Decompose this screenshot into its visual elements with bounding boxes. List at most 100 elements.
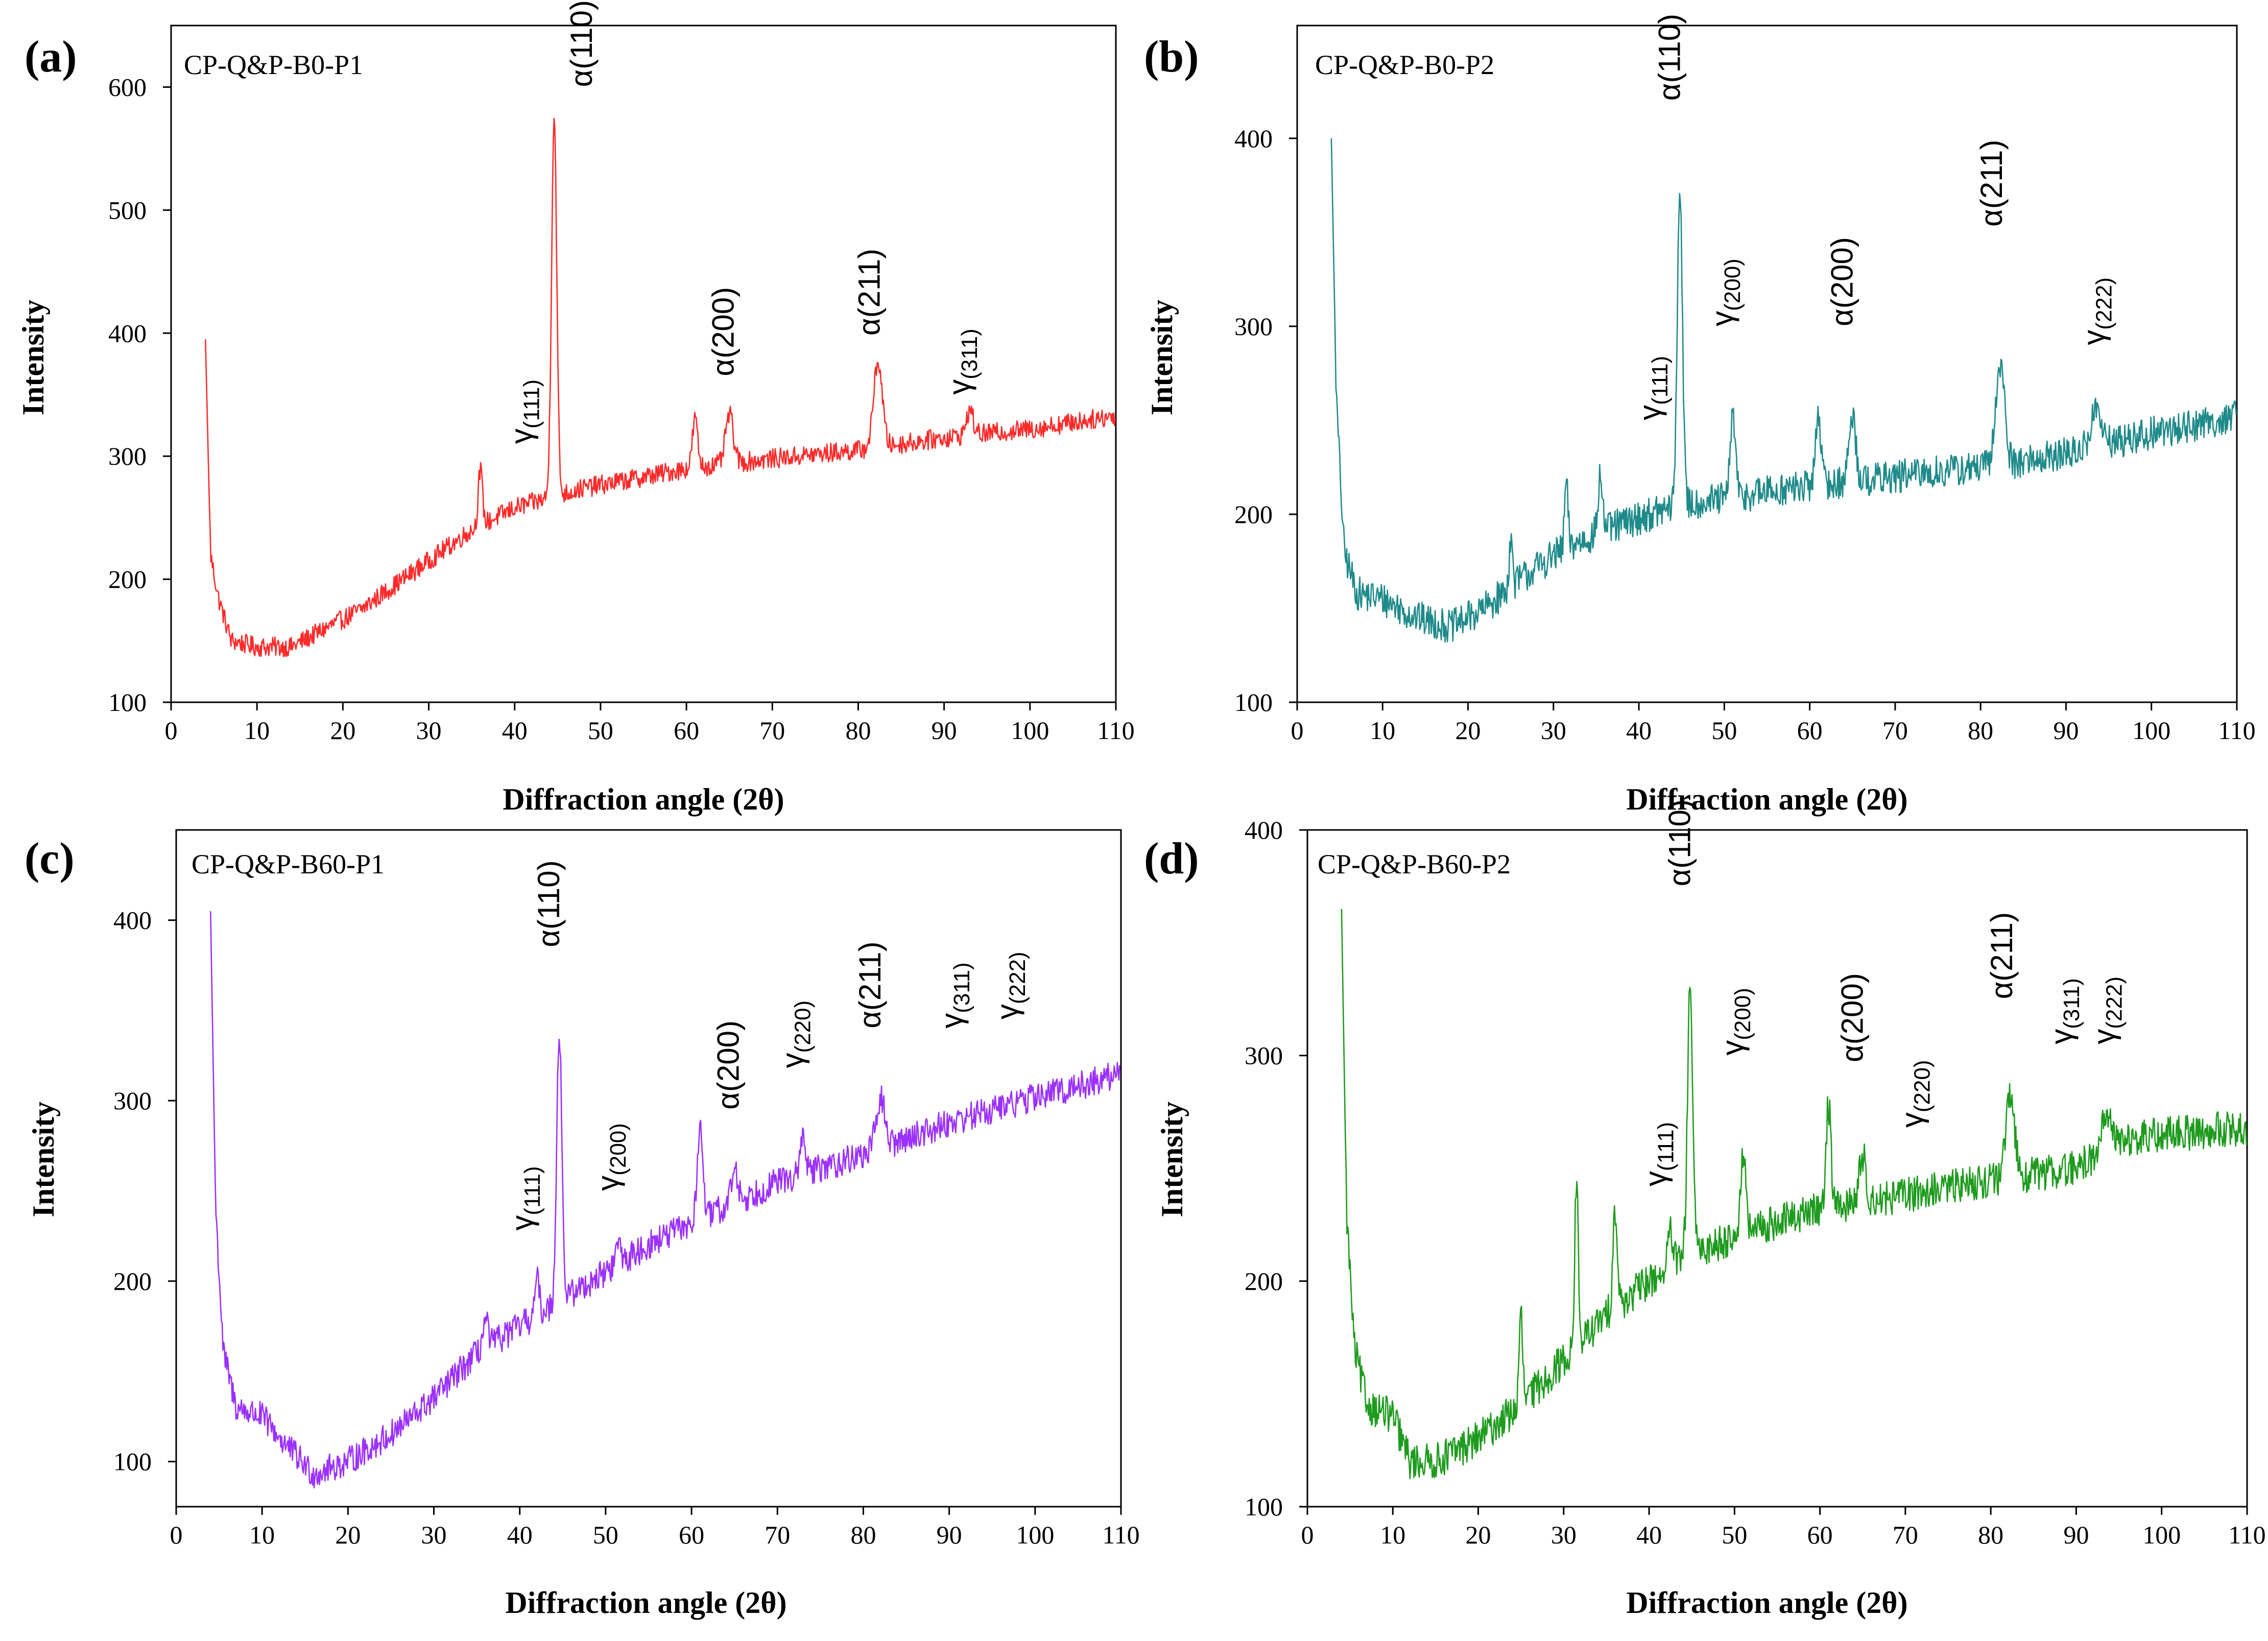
x-tick-label: 60 bbox=[674, 716, 699, 745]
x-tick-label: 20 bbox=[330, 716, 355, 745]
peak-hkl: (220) bbox=[1909, 1060, 1935, 1112]
peak-phase: γ bbox=[1895, 1112, 1929, 1128]
peak-phase: γ bbox=[1715, 1040, 1750, 1056]
x-tick-label: 70 bbox=[759, 716, 785, 745]
y-tick-label: 100 bbox=[108, 688, 147, 717]
peak-phase: γ bbox=[505, 1215, 539, 1230]
y-tick-label: 400 bbox=[108, 319, 147, 347]
x-tick-label: 110 bbox=[2218, 716, 2255, 745]
peak-hkl: (220) bbox=[791, 1001, 816, 1053]
x-tick-label: 80 bbox=[1978, 1520, 2003, 1549]
panel-c: 0 10 20 30 40 50 60 70 80 90 100 110 100 200 300 400 Dif… bbox=[25, 829, 1140, 1620]
peak-hkl: (200) bbox=[1835, 973, 1869, 1044]
x-tick-label: 10 bbox=[244, 716, 270, 745]
x-tick-label: 90 bbox=[2053, 716, 2079, 745]
x-axis-label: Diffraction angle (2θ) bbox=[503, 782, 784, 816]
peak-phase: α bbox=[1662, 869, 1697, 887]
x-tick-label: 90 bbox=[2063, 1520, 2089, 1549]
x-tick-label: 40 bbox=[507, 1520, 533, 1549]
peak-hkl: (200) bbox=[606, 1123, 631, 1176]
x-tick-label: 100 bbox=[1011, 716, 1049, 745]
peak-hkl: (111) bbox=[1654, 1122, 1679, 1171]
peak-phase: γ bbox=[990, 1004, 1024, 1019]
peak-phase: γ bbox=[591, 1176, 625, 1191]
x-axis-label: Diffraction angle (2θ) bbox=[1626, 1586, 1907, 1620]
x-tick-label: 80 bbox=[1968, 716, 1993, 745]
panel-b: 0 10 20 30 40 50 60 70 80 90 100 110 100 200 300 400 Dif… bbox=[1144, 14, 2256, 816]
peak-phase: α bbox=[1974, 209, 2009, 227]
peak-phase: γ bbox=[935, 1013, 969, 1029]
peak-label-gamma-111: γ(111) bbox=[1639, 1122, 1679, 1186]
plot-frame bbox=[1306, 829, 2248, 1508]
x-tick-label: 60 bbox=[1807, 1520, 1833, 1549]
y-tick-label: 100 bbox=[1245, 1492, 1283, 1521]
peak-label-gamma-220: γ(220) bbox=[1895, 1060, 1935, 1128]
peak-label-gamma-222: γ(222) bbox=[2087, 977, 2127, 1044]
y-tick-label: 500 bbox=[108, 196, 147, 224]
peak-phase: α bbox=[711, 1092, 746, 1110]
peak-phase: γ bbox=[942, 379, 976, 395]
peak-label-alpha-200: α(200) bbox=[1825, 237, 1859, 326]
x-tick-label: 0 bbox=[165, 716, 178, 745]
x-tick-label: 10 bbox=[249, 1520, 275, 1549]
peak-hkl: (200) bbox=[1825, 237, 1859, 308]
peak-hkl: (111) bbox=[1648, 356, 1673, 405]
x-tick-label: 50 bbox=[1722, 1520, 1747, 1549]
peak-hkl: (222) bbox=[1005, 952, 1030, 1004]
peak-label-gamma-311: γ(311) bbox=[2044, 978, 2084, 1044]
peak-label-gamma-311: γ(311) bbox=[935, 962, 974, 1028]
peak-label-alpha-200: α(200) bbox=[1835, 973, 1869, 1062]
peak-hkl: (110) bbox=[1652, 14, 1686, 83]
x-tick-label: 110 bbox=[2228, 1520, 2265, 1549]
x-tick-label: 70 bbox=[1882, 716, 1908, 745]
plot-frame bbox=[175, 829, 1122, 1508]
peak-phase: α bbox=[564, 69, 599, 87]
peak-hkl: (200) bbox=[706, 287, 741, 359]
diffraction-trace bbox=[1330, 138, 2237, 643]
sample-label: CP-Q&P-B0-P2 bbox=[1315, 50, 1494, 80]
peak-label-alpha-211: α(211) bbox=[853, 941, 887, 1028]
y-tick-label: 300 bbox=[108, 442, 147, 470]
peak-label-gamma-200: γ(200) bbox=[591, 1123, 631, 1191]
peak-phase: γ bbox=[2087, 1029, 2121, 1044]
x-tick-label: 20 bbox=[335, 1520, 361, 1549]
peak-hkl: (311) bbox=[957, 328, 982, 379]
peak-label-alpha-211: α(211) bbox=[1974, 140, 2009, 227]
peak-hkl: (211) bbox=[1985, 912, 2019, 982]
peak-hkl: (211) bbox=[1974, 140, 2009, 209]
x-tick-label: 0 bbox=[1301, 1520, 1314, 1549]
peak-phase: γ bbox=[776, 1053, 810, 1068]
sample-label: CP-Q&P-B60-P2 bbox=[1318, 849, 1511, 879]
x-tick-label: 0 bbox=[1291, 716, 1304, 745]
x-tick-label: 90 bbox=[932, 716, 957, 745]
y-tick-label: 400 bbox=[1234, 124, 1273, 153]
y-tick-label: 100 bbox=[1234, 688, 1273, 717]
x-tick-label: 50 bbox=[593, 1520, 618, 1549]
y-tick-label: 300 bbox=[1234, 312, 1273, 341]
peak-hkl: (110) bbox=[564, 0, 599, 69]
diffraction-trace bbox=[210, 911, 1121, 1489]
peak-hkl: (200) bbox=[1720, 258, 1745, 311]
x-tick-label: 110 bbox=[1097, 716, 1134, 745]
x-tick-label: 30 bbox=[416, 716, 442, 745]
y-tick-label: 400 bbox=[1245, 816, 1283, 844]
y-tick-label: 300 bbox=[113, 1086, 152, 1115]
peak-phase: α bbox=[706, 359, 741, 376]
x-axis-label: Diffraction angle (2θ) bbox=[1626, 782, 1907, 816]
x-tick-label: 20 bbox=[1455, 716, 1481, 745]
peak-phase: γ bbox=[2044, 1029, 2079, 1044]
peak-label-alpha-211: α(211) bbox=[1985, 912, 2019, 999]
x-tick-label: 90 bbox=[937, 1520, 962, 1549]
panel-d: 0 10 20 30 40 50 60 70 80 90 100 110 100 200 300 400 Dif… bbox=[1144, 799, 2266, 1620]
peak-hkl: (110) bbox=[1662, 799, 1697, 869]
x-tick-label: 110 bbox=[1102, 1520, 1139, 1549]
x-tick-label: 40 bbox=[1636, 1520, 1662, 1549]
y-tick-label: 100 bbox=[113, 1447, 152, 1476]
peak-hkl: (111) bbox=[519, 379, 544, 429]
peak-label-gamma-111: γ(111) bbox=[1633, 356, 1673, 420]
peak-hkl: (222) bbox=[2092, 277, 2117, 330]
peak-hkl: (110) bbox=[532, 860, 566, 930]
peak-label-alpha-110: α(110) bbox=[532, 860, 566, 947]
peak-phase: α bbox=[853, 1011, 887, 1029]
